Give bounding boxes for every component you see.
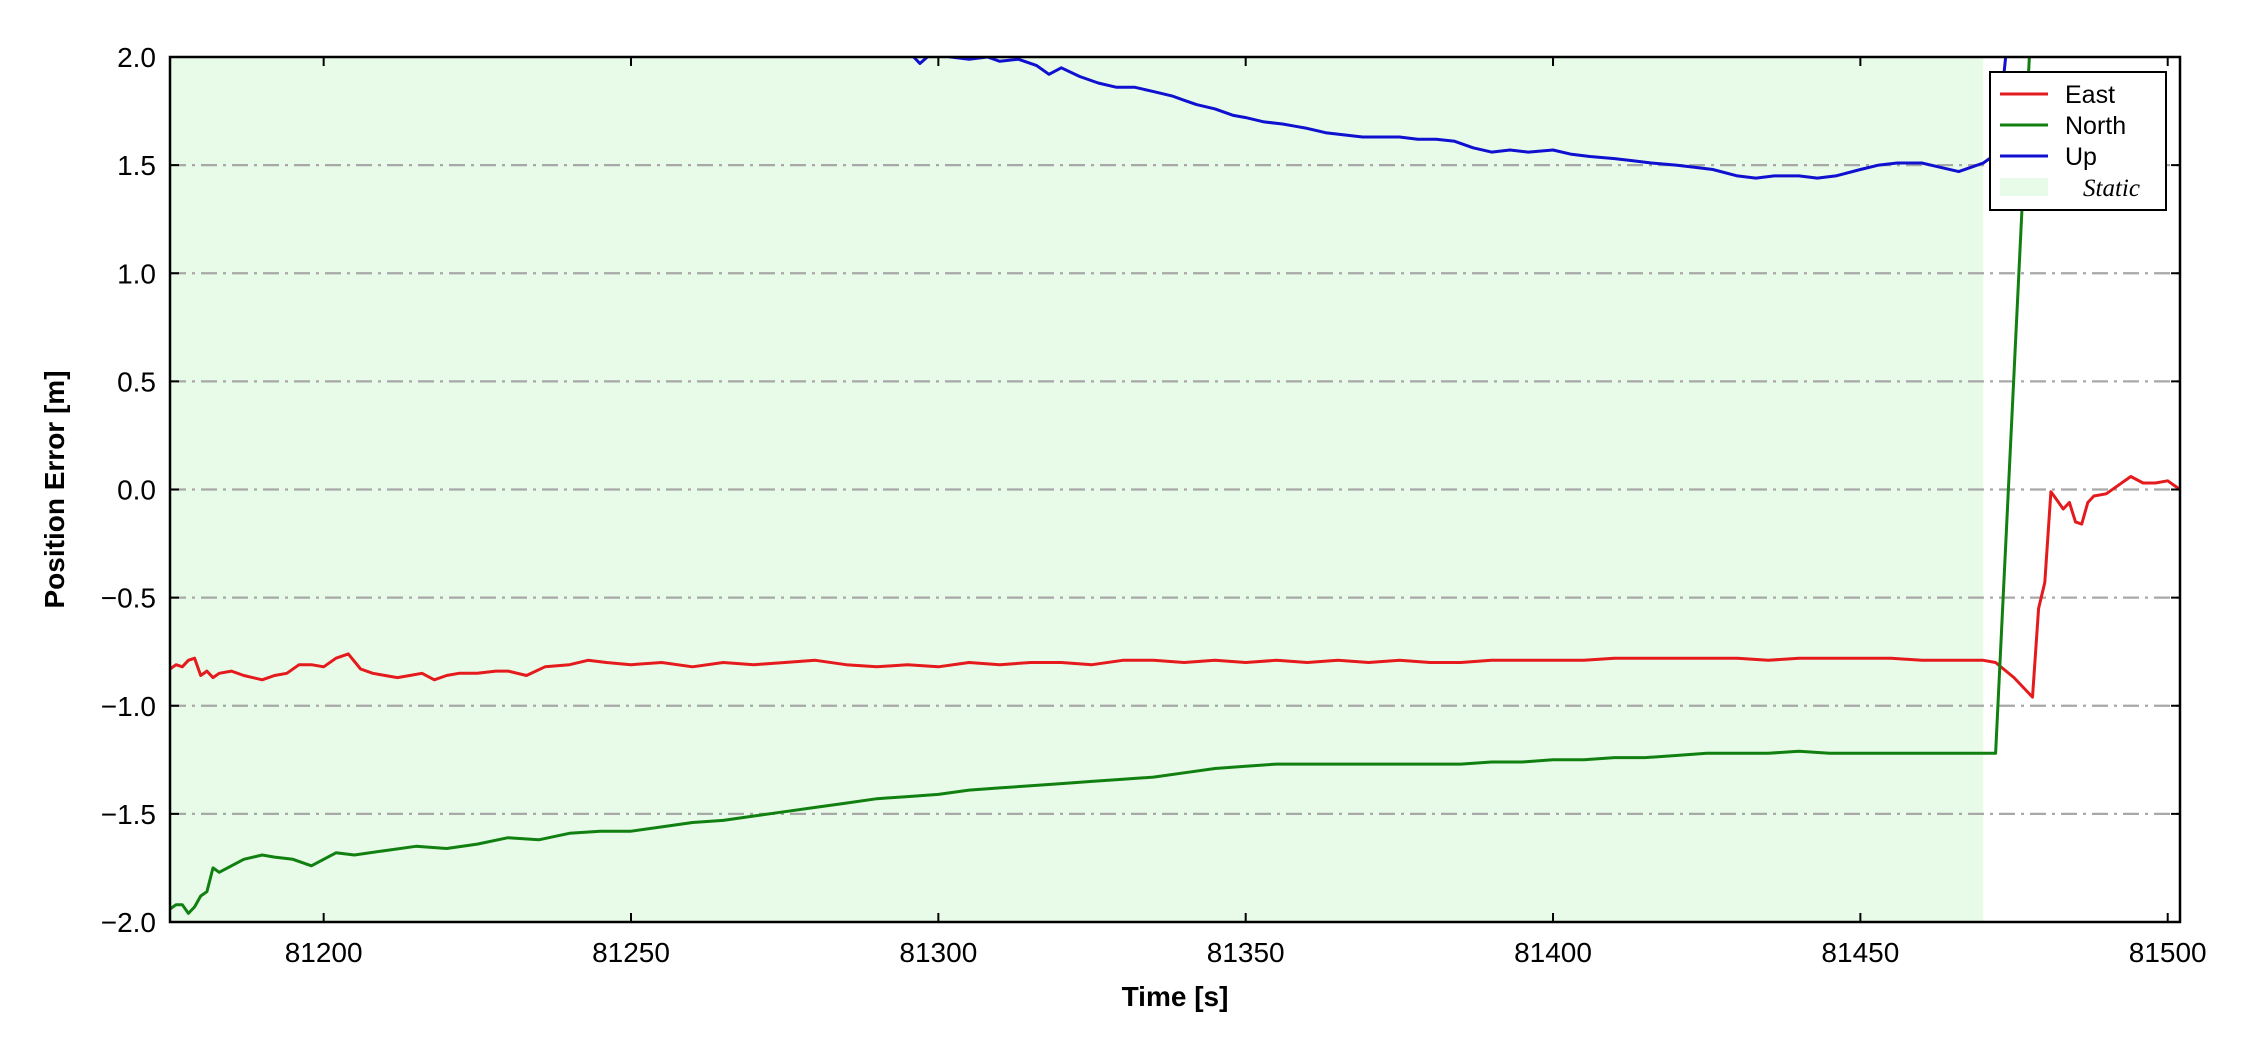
x-axis-title: Time [s] xyxy=(1122,981,1229,1012)
x-tick-label: 81350 xyxy=(1207,937,1285,968)
y-tick-label: −2.0 xyxy=(101,907,156,938)
axis-title-layer: Time [s] Position Error [m] xyxy=(39,370,1228,1012)
x-tick-label: 81500 xyxy=(2129,937,2207,968)
legend-label-north: North xyxy=(2065,112,2126,140)
x-tick-label: 81450 xyxy=(1821,937,1899,968)
x-tick-label: 81300 xyxy=(899,937,977,968)
y-tick-label: 1.0 xyxy=(117,258,156,289)
grid-layer xyxy=(170,164,2180,815)
y-tick-label: 0.5 xyxy=(117,366,156,397)
y-tick-label: 0.0 xyxy=(117,475,156,506)
legend: East North Up Static xyxy=(1989,71,2167,211)
y-tick-label: 2.0 xyxy=(117,42,156,73)
legend-swatch-static xyxy=(2000,178,2048,196)
legend-label-up: Up xyxy=(2065,143,2097,171)
y-tick-label: −0.5 xyxy=(101,583,156,614)
series-line-up xyxy=(911,57,2008,180)
y-tick-label: −1.5 xyxy=(101,799,156,830)
x-tick-label: 81250 xyxy=(592,937,670,968)
y-tick-label: 1.5 xyxy=(117,150,156,181)
y-axis-title: Position Error [m] xyxy=(39,370,70,608)
series-line-east xyxy=(170,475,2180,699)
series-line-north xyxy=(170,57,2031,915)
x-tick-label: 81200 xyxy=(285,937,363,968)
x-tick-label: 81400 xyxy=(1514,937,1592,968)
tick-layer: 81200 81250 81300 81350 81400 81450 81500 2.0 1.… xyxy=(101,42,2207,968)
series-layer xyxy=(170,57,2180,915)
y-tick-label: −1.0 xyxy=(101,691,156,722)
legend-label-east: East xyxy=(2065,81,2115,109)
legend-label-static: Static xyxy=(2083,175,2140,202)
